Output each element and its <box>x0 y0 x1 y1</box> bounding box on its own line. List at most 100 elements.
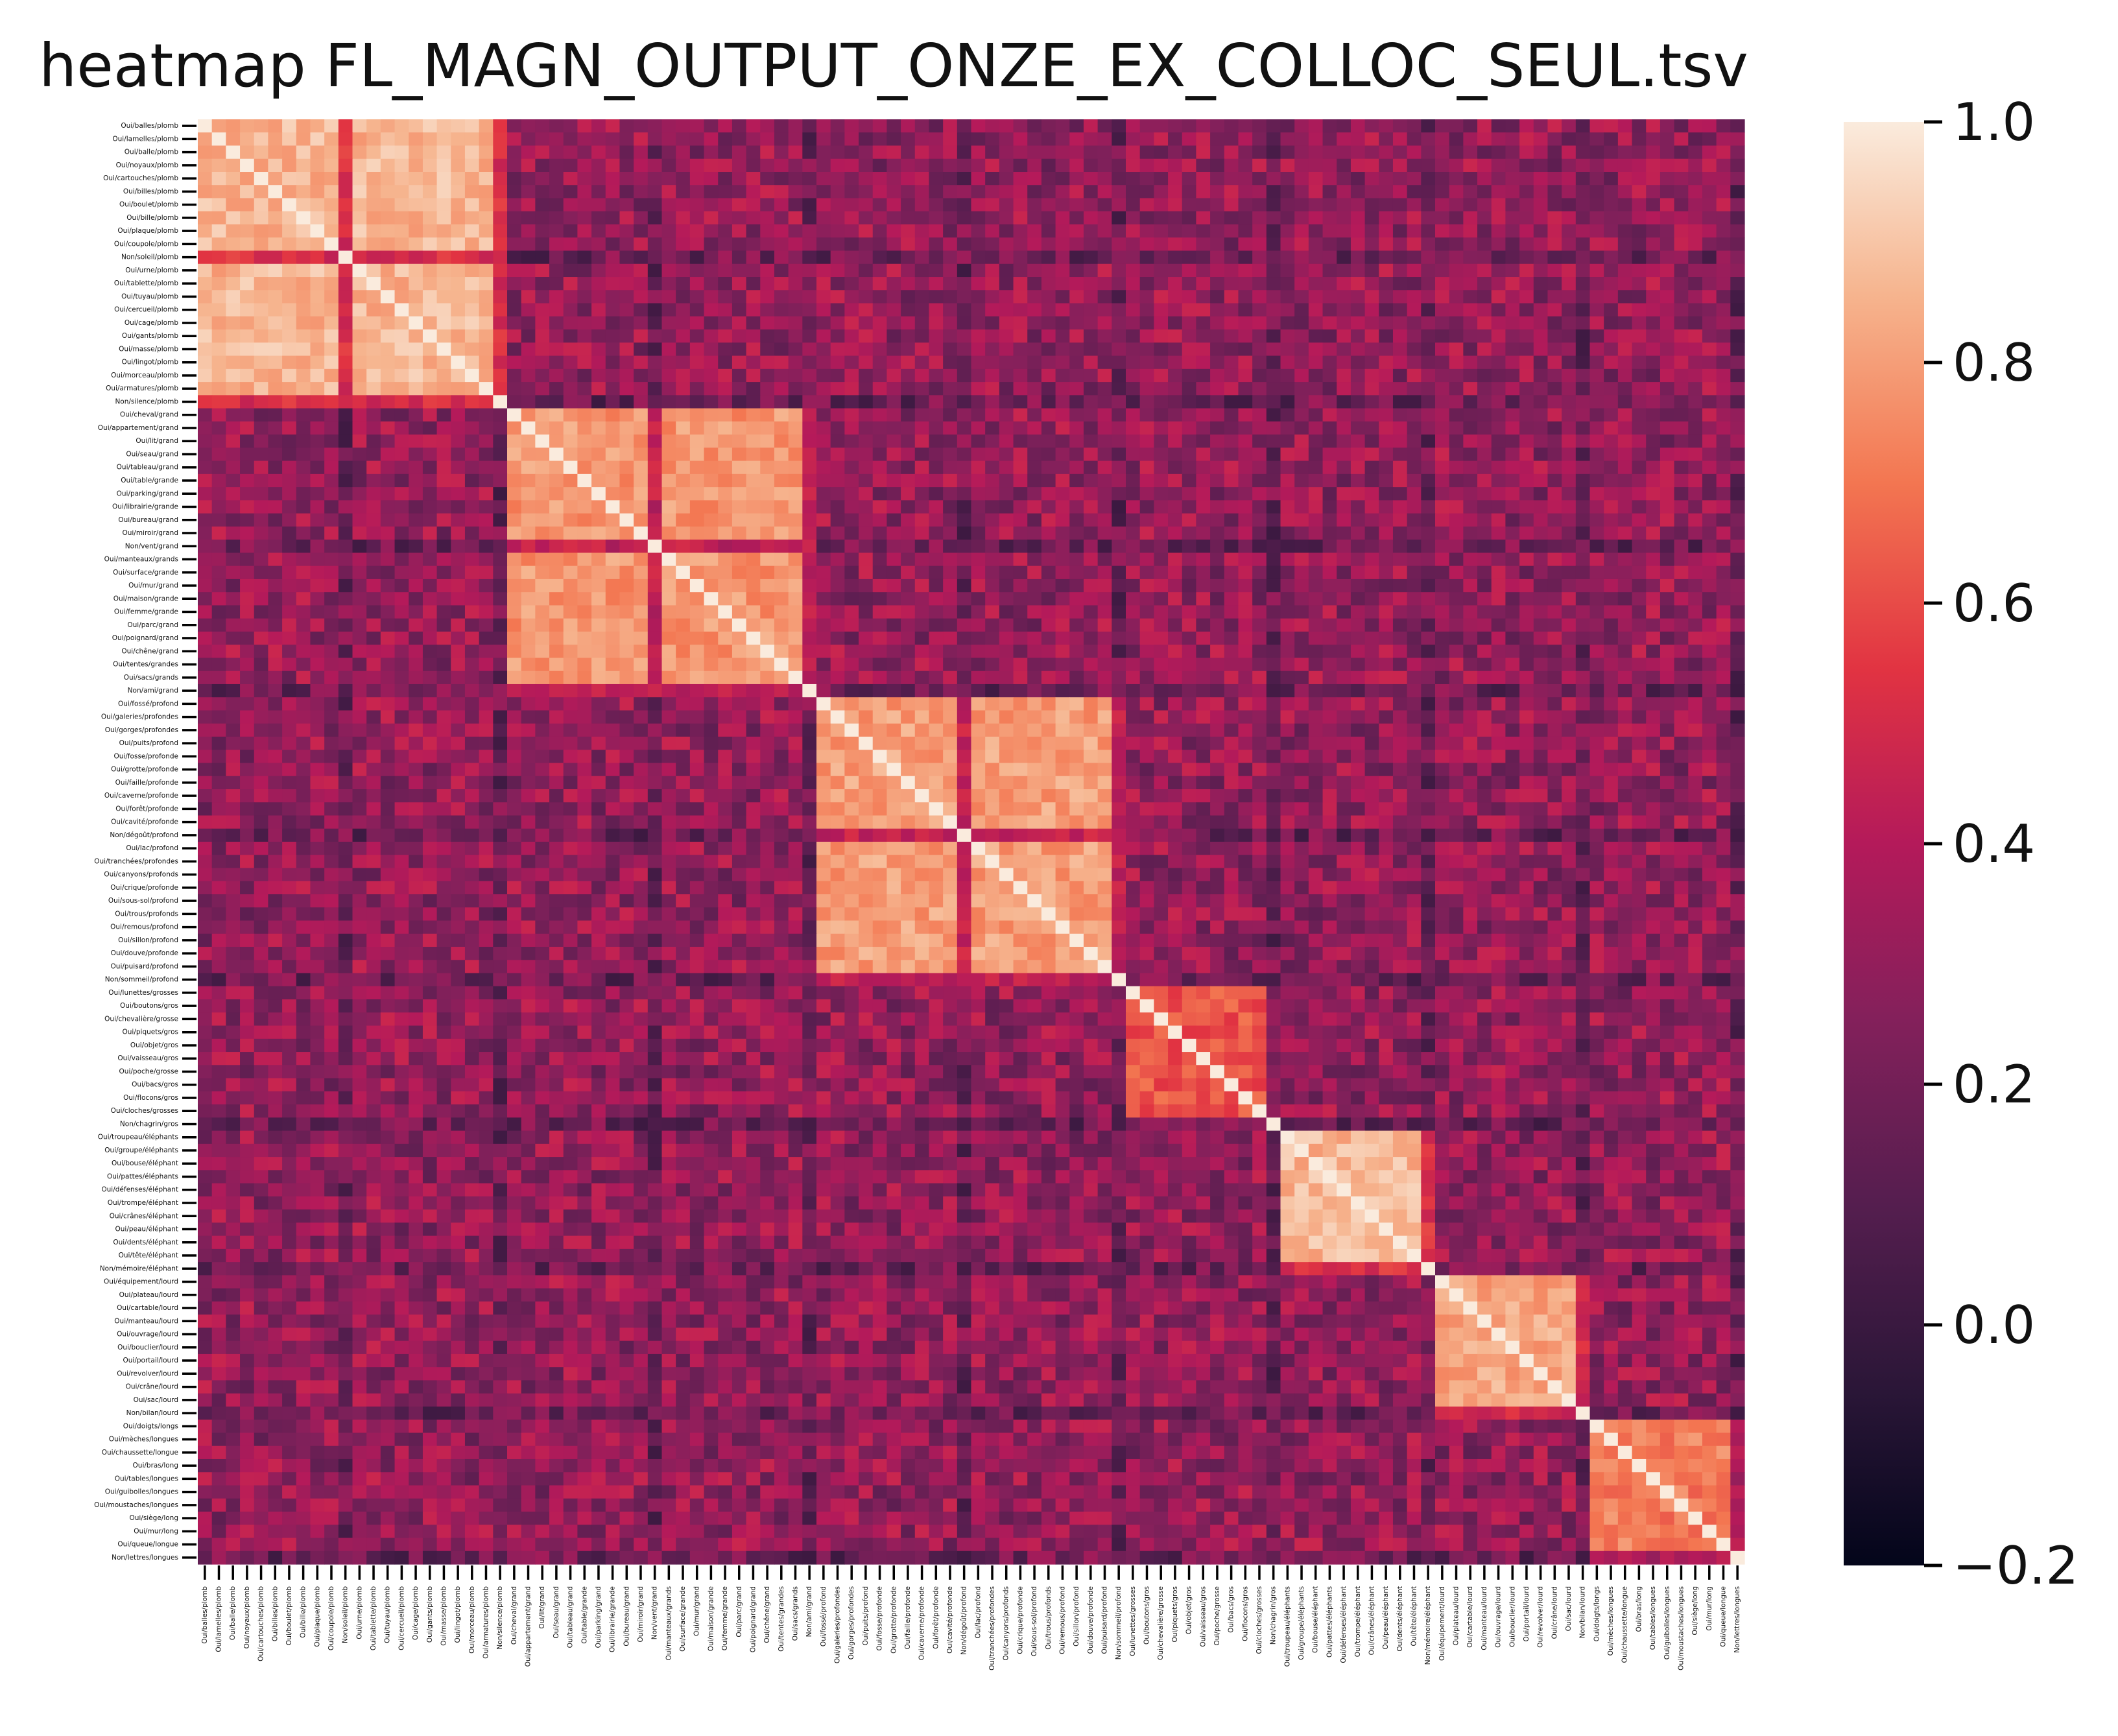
heatmap-cell <box>802 145 817 160</box>
heatmap-cell <box>422 355 438 370</box>
heatmap-cell <box>718 316 733 330</box>
heatmap-cell <box>957 290 972 304</box>
heatmap-cell <box>1379 500 1394 514</box>
heatmap-cell <box>1139 526 1154 540</box>
heatmap-cell <box>1716 211 1731 225</box>
heatmap-cell <box>788 185 803 199</box>
heatmap-cell <box>1055 500 1070 514</box>
heatmap-cell <box>1126 578 1141 593</box>
heatmap-cell <box>521 382 536 396</box>
heatmap-cell <box>1097 434 1112 448</box>
heatmap-cell <box>1449 329 1464 343</box>
heatmap-cell <box>859 224 874 238</box>
heatmap-cell <box>774 211 789 225</box>
heatmap-cell <box>1154 434 1169 448</box>
heatmap-cell <box>971 277 986 291</box>
heatmap-cell <box>872 224 888 238</box>
heatmap-cell <box>886 434 901 448</box>
heatmap-cell <box>198 565 213 580</box>
heatmap-cell <box>1154 605 1169 619</box>
heatmap-cell <box>746 697 761 711</box>
heatmap-cell <box>647 565 663 580</box>
heatmap-cell <box>999 631 1014 645</box>
heatmap-cell <box>451 382 466 396</box>
heatmap-cell <box>1280 237 1295 252</box>
heatmap-cell <box>1139 263 1154 278</box>
heatmap-cell <box>1308 185 1324 199</box>
heatmap-cell <box>1139 172 1154 185</box>
heatmap-cell <box>1575 395 1591 409</box>
heatmap-cell <box>296 500 311 514</box>
heatmap-cell <box>676 342 691 357</box>
heatmap-cell <box>211 250 226 265</box>
heatmap-cell <box>816 605 831 619</box>
heatmap-cell <box>1168 605 1183 619</box>
heatmap-cell <box>296 578 311 593</box>
heatmap-cell <box>1533 460 1549 475</box>
heatmap-cell <box>1646 277 1661 291</box>
heatmap-cell <box>1491 355 1506 370</box>
heatmap-cell <box>802 710 817 724</box>
heatmap-cell <box>1477 382 1492 396</box>
heatmap-cell <box>1196 513 1211 527</box>
heatmap-cell <box>1055 158 1070 172</box>
heatmap-cell <box>634 237 648 252</box>
heatmap-cell <box>816 447 831 462</box>
heatmap-cell <box>479 578 494 593</box>
heatmap-cell <box>1364 329 1379 343</box>
heatmap-cell <box>999 277 1014 291</box>
heatmap-cell <box>1562 553 1577 567</box>
heatmap-cell <box>479 473 494 488</box>
heatmap-cell <box>929 618 944 632</box>
heatmap-cell <box>619 671 634 685</box>
heatmap-cell <box>521 172 536 185</box>
heatmap-cell <box>1702 277 1717 291</box>
heatmap-cell <box>1491 460 1506 475</box>
heatmap-cell <box>1196 565 1211 580</box>
heatmap-cell <box>254 460 269 475</box>
heatmap-cell <box>1337 198 1351 212</box>
heatmap-cell <box>324 329 339 343</box>
heatmap-cell <box>591 329 606 343</box>
heatmap-cell <box>1238 434 1253 448</box>
heatmap-cell <box>1322 631 1337 645</box>
heatmap-cell <box>1589 473 1604 488</box>
heatmap-cell <box>240 158 255 172</box>
heatmap-cell <box>1027 408 1042 422</box>
heatmap-cell <box>1660 263 1675 278</box>
heatmap-cell <box>338 631 353 645</box>
heatmap-cell <box>296 684 311 698</box>
heatmap-cell <box>1097 408 1112 422</box>
heatmap-cell <box>774 185 789 199</box>
heatmap-cell <box>1308 658 1324 672</box>
heatmap-cell <box>1322 198 1337 212</box>
heatmap-cell <box>549 277 564 291</box>
heatmap-cell <box>914 342 930 357</box>
heatmap-cell <box>1112 605 1126 619</box>
heatmap-cell <box>1168 277 1183 291</box>
heatmap-cell <box>1477 421 1492 435</box>
heatmap-cell <box>1112 473 1126 488</box>
heatmap-cell <box>1154 119 1169 133</box>
heatmap-cell <box>1196 185 1211 199</box>
heatmap-cell <box>647 513 663 527</box>
heatmap-cell <box>689 355 705 370</box>
heatmap-cell <box>1575 119 1591 133</box>
heatmap-cell <box>451 500 466 514</box>
heatmap-cell <box>1421 618 1436 632</box>
heatmap-cell <box>1702 211 1717 225</box>
heatmap-cell <box>1097 303 1112 317</box>
heatmap-cell <box>1126 368 1141 383</box>
heatmap-cell <box>409 618 423 632</box>
heatmap-cell <box>1463 540 1478 553</box>
heatmap-cell <box>971 158 986 172</box>
heatmap-cell <box>464 224 480 238</box>
heatmap-cell <box>872 158 888 172</box>
heatmap-cell <box>211 540 226 553</box>
heatmap-cell <box>971 592 986 606</box>
heatmap-cell <box>563 355 578 370</box>
heatmap-cell <box>1055 132 1070 147</box>
heatmap-cell <box>1463 316 1478 330</box>
heatmap-cell <box>634 500 648 514</box>
heatmap-cell <box>577 368 592 383</box>
